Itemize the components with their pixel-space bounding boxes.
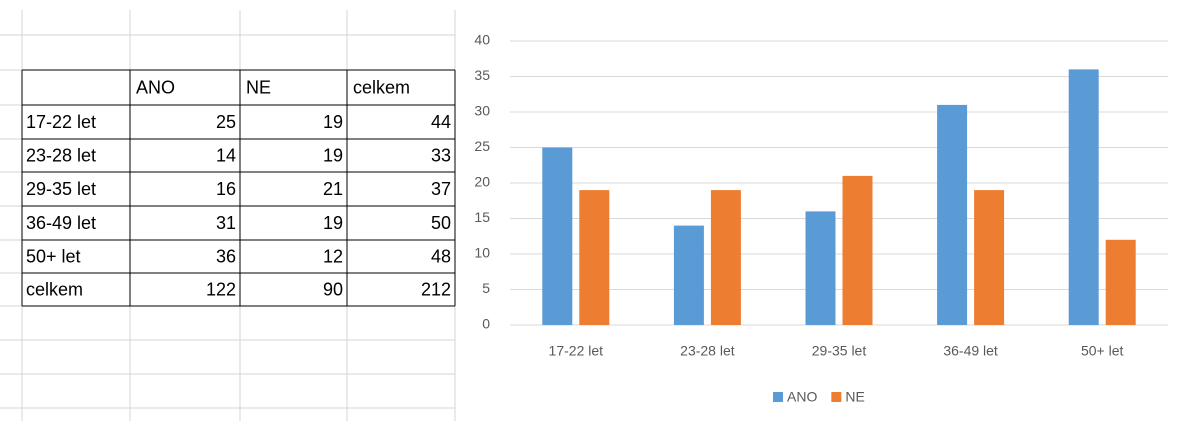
cell-value: 12 bbox=[323, 246, 343, 266]
x-tick-label: 17-22 let bbox=[549, 343, 604, 359]
row-label: 50+ let bbox=[26, 246, 81, 266]
y-tick-label: 30 bbox=[474, 103, 490, 119]
y-tick-label: 40 bbox=[474, 32, 490, 48]
column-header: celkem bbox=[353, 77, 410, 97]
legend-swatch bbox=[773, 392, 783, 402]
cell-value: 212 bbox=[421, 279, 451, 299]
row-label: 23-28 let bbox=[26, 145, 96, 165]
cell-value: 48 bbox=[431, 246, 451, 266]
row-label: 36-49 let bbox=[26, 213, 96, 233]
legend-label: ANO bbox=[787, 389, 817, 405]
cell-value: 37 bbox=[431, 179, 451, 199]
x-tick-label: 23-28 let bbox=[680, 343, 735, 359]
row-label: celkem bbox=[26, 279, 83, 299]
bar bbox=[805, 211, 836, 325]
x-tick-label: 36-49 let bbox=[943, 343, 998, 359]
bar bbox=[542, 147, 573, 325]
y-tick-label: 5 bbox=[482, 280, 490, 296]
column-header: ANO bbox=[136, 77, 175, 97]
cell-value: 19 bbox=[323, 213, 343, 233]
x-tick-label: 50+ let bbox=[1081, 343, 1124, 359]
cell-value: 19 bbox=[323, 145, 343, 165]
bar bbox=[842, 175, 873, 325]
cell-value: 50 bbox=[431, 213, 451, 233]
cell-value: 36 bbox=[216, 246, 236, 266]
cell-value: 25 bbox=[216, 112, 236, 132]
cell-value: 19 bbox=[323, 112, 343, 132]
bar bbox=[673, 225, 704, 325]
cell-value: 31 bbox=[216, 213, 236, 233]
legend-swatch bbox=[831, 392, 842, 402]
row-label: 17-22 let bbox=[26, 112, 96, 132]
bar bbox=[710, 190, 741, 325]
bar bbox=[1068, 69, 1099, 326]
cell-value: 122 bbox=[206, 279, 236, 299]
cell-value: 21 bbox=[323, 179, 343, 199]
bar bbox=[974, 190, 1005, 325]
x-tick-label: 29-35 let bbox=[812, 343, 867, 359]
y-tick-label: 20 bbox=[474, 174, 490, 190]
cell-value: 90 bbox=[323, 279, 343, 299]
y-tick-label: 0 bbox=[482, 316, 490, 332]
cell-value: 14 bbox=[216, 145, 236, 165]
bar bbox=[937, 104, 968, 326]
y-tick-label: 25 bbox=[474, 138, 490, 154]
y-tick-label: 15 bbox=[474, 209, 490, 225]
y-tick-label: 35 bbox=[474, 67, 490, 83]
cell-value: 44 bbox=[431, 112, 451, 132]
cell-value: 16 bbox=[216, 179, 236, 199]
row-label: 29-35 let bbox=[26, 179, 96, 199]
bar bbox=[1105, 239, 1136, 325]
legend-label: NE bbox=[845, 389, 864, 405]
column-header: NE bbox=[246, 77, 271, 97]
bar bbox=[579, 190, 610, 325]
y-tick-label: 10 bbox=[474, 245, 490, 261]
cell-value: 33 bbox=[431, 145, 451, 165]
